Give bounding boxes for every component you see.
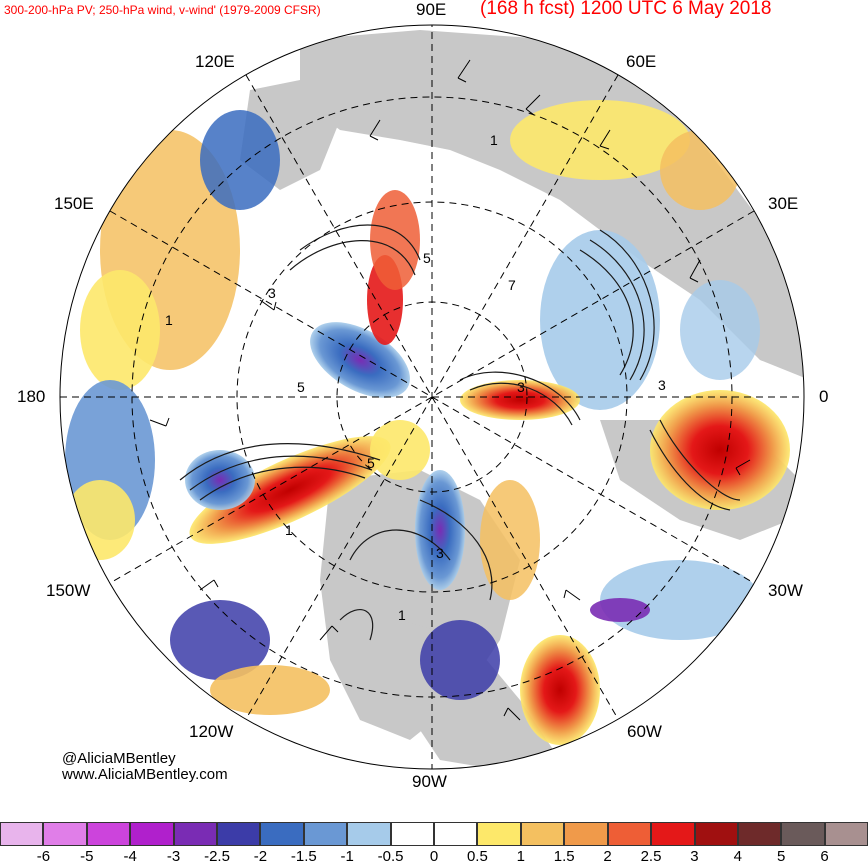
lon-label-90e: 90E xyxy=(416,0,447,19)
credit-handle: @AliciaMBentley xyxy=(62,750,176,767)
colorbar-swatch xyxy=(217,822,261,846)
colorbar-swatch xyxy=(0,822,44,846)
colorbar-tick-label: -4 xyxy=(123,848,137,865)
graticule xyxy=(60,25,804,769)
colorbar-swatch xyxy=(824,822,868,846)
colorbar-swatch xyxy=(303,822,348,846)
colorbar-swatch xyxy=(737,822,782,846)
colorbar-tick-label: -2.5 xyxy=(204,848,230,865)
colorbar-tick-label: 6 xyxy=(820,848,829,865)
map-boundary xyxy=(59,24,805,770)
colorbar-swatch xyxy=(86,822,131,846)
map-title-left: 300-200-hPa PV; 250-hPa wind, v-wind' (1… xyxy=(4,3,321,17)
colorbar-swatch xyxy=(347,822,391,846)
wind-barbs xyxy=(149,59,751,721)
colorbar-swatch xyxy=(564,822,608,846)
contour-label: 1 xyxy=(165,312,173,328)
colorbar xyxy=(0,822,868,846)
colorbar-tick-label: 4 xyxy=(733,848,742,865)
colorbar-swatch xyxy=(130,822,174,846)
contour-label: 3 xyxy=(268,285,276,301)
polar-stereographic-map: 1 1 1 1 3 3 3 3 5 5 5 7 xyxy=(59,24,805,770)
contour-value-labels: 1 1 1 1 3 3 3 3 5 5 5 7 xyxy=(165,132,666,623)
map-disc: 1 1 1 1 3 3 3 3 5 5 5 7 xyxy=(60,25,804,769)
colorbar-tick-label: 3 xyxy=(690,848,699,865)
colorbar-tick-label: -0.5 xyxy=(377,848,404,865)
colorbar-tick-label: -3 xyxy=(166,848,181,865)
colorbar-tick-label: 0 xyxy=(429,848,439,865)
colorbar-swatch xyxy=(781,822,825,846)
colorbar-tick-label: -5 xyxy=(80,848,94,865)
colorbar-tick-label: -1.5 xyxy=(290,848,317,865)
colorbar-tick-label: 2.5 xyxy=(640,848,662,865)
colorbar-swatch xyxy=(43,822,87,846)
wind-contours xyxy=(179,224,741,641)
lon-label-180: 180 xyxy=(17,387,46,406)
colorbar-swatch xyxy=(694,822,738,846)
contour-label: 5 xyxy=(423,250,431,266)
colorbar-swatch xyxy=(520,822,565,846)
colorbar-tick-label: 0.5 xyxy=(466,848,488,865)
lon-label-60e: 60E xyxy=(626,52,657,71)
contour-label: 3 xyxy=(658,377,666,393)
lon-label-90w: 90W xyxy=(412,772,447,791)
colorbar-tick-label: 5 xyxy=(777,848,786,865)
contour-label: 1 xyxy=(490,132,498,148)
colorbar-swatch xyxy=(607,822,652,846)
map-title-right: (168 h fcst) 1200 UTC 6 May 2018 xyxy=(480,0,772,19)
lon-label-30e: 30E xyxy=(768,194,799,213)
colorbar-tick-label: 2 xyxy=(603,848,612,865)
contour-label: 7 xyxy=(508,277,516,293)
lon-label-150w: 150W xyxy=(46,581,91,600)
credit-website: www.AliciaMBentley.com xyxy=(62,766,228,783)
contour-label: 3 xyxy=(436,545,444,561)
colorbar-swatch xyxy=(260,822,304,846)
colorbar-swatch xyxy=(173,822,218,846)
colorbar-tick-label: -1 xyxy=(340,848,354,865)
colorbar-tick-label: -6 xyxy=(36,848,51,865)
lon-label-0: 0 xyxy=(819,387,829,406)
lon-label-30w: 30W xyxy=(768,581,803,600)
lon-label-150e: 150E xyxy=(54,194,94,213)
lon-label-60w: 60W xyxy=(627,722,662,741)
contour-label: 5 xyxy=(367,455,375,471)
contour-label: 5 xyxy=(297,379,305,395)
colorbar-swatch xyxy=(477,822,521,846)
colorbar-swatch xyxy=(651,822,695,846)
contour-label: 1 xyxy=(285,522,293,538)
colorbar-swatch xyxy=(390,822,435,846)
colorbar-swatch xyxy=(434,822,478,846)
colorbar-tick-labels: -6 -5 -4 -3 -2.5 -2 -1.5 -1 -0.5 0 0.5 1 1.5 2 2.5 3 4 5 6 xyxy=(0,848,868,865)
lon-label-120w: 120W xyxy=(189,722,234,741)
colorbar-tick-label: 1 xyxy=(516,848,525,865)
colorbar-tick-label: 1.5 xyxy=(553,848,575,865)
contour-label: 1 xyxy=(398,607,406,623)
contour-label: 3 xyxy=(517,379,525,395)
lon-label-120e: 120E xyxy=(195,52,235,71)
colorbar-tick-label: -2 xyxy=(253,848,268,865)
